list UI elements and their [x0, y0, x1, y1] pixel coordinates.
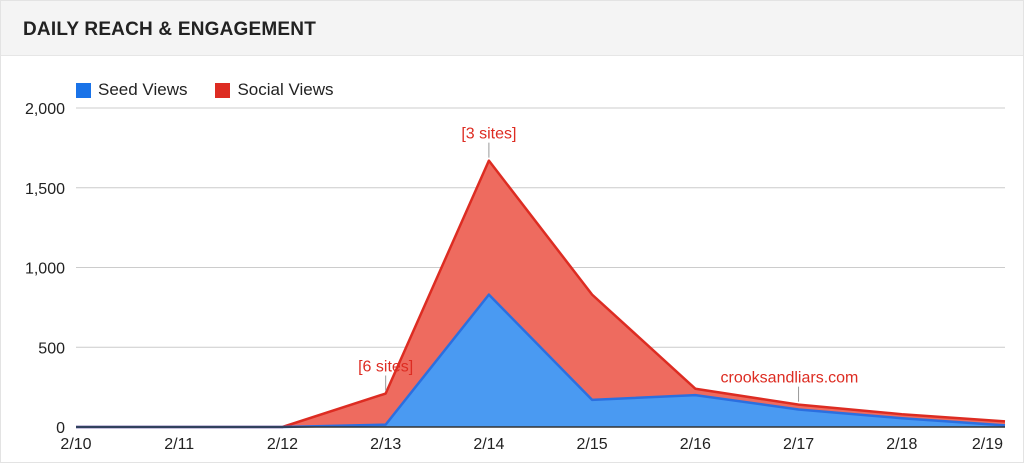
chart-title: DAILY REACH & ENGAGEMENT — [23, 19, 317, 40]
chart-legend: Seed Views Social Views — [76, 80, 362, 100]
annotation-label-0: [6 sites] — [358, 359, 413, 376]
x-tick-label-1: 2/11 — [164, 436, 194, 453]
legend-label-seed: Seed Views — [98, 80, 188, 99]
x-tick-label-3: 2/13 — [370, 436, 401, 453]
x-tick-label-6: 2/16 — [680, 436, 711, 453]
x-tick-label-9: 2/19 — [972, 436, 1003, 453]
area-seed-views — [76, 294, 1005, 427]
y-tick-label-3: 1,500 — [25, 181, 65, 198]
x-tick-label-5: 2/15 — [577, 436, 608, 453]
legend-swatch-social — [215, 82, 231, 98]
x-tick-label-8: 2/18 — [886, 436, 917, 453]
x-tick-label-2: 2/12 — [267, 436, 298, 453]
y-tick-label-1: 500 — [38, 340, 65, 357]
y-tick-label-2: 1,000 — [25, 261, 65, 278]
legend-swatch-seed — [76, 82, 91, 98]
legend-label-social: Social Views — [237, 80, 334, 99]
x-tick-label-7: 2/17 — [783, 436, 814, 453]
card-header: DAILY REACH & ENGAGEMENT — [1, 1, 1023, 56]
annotation-label-2: crooksandliars.com — [721, 370, 859, 387]
legend-item-social-views[interactable]: Social Views — [215, 80, 334, 100]
y-tick-label-0: 0 — [56, 420, 65, 437]
y-tick-label-4: 2,000 — [25, 101, 65, 118]
area-social-views — [76, 160, 1005, 427]
x-tick-label-4: 2/14 — [473, 436, 504, 453]
legend-item-seed-views[interactable]: Seed Views — [76, 80, 187, 100]
annotation-label-1: [3 sites] — [461, 126, 516, 143]
x-tick-label-0: 2/10 — [60, 436, 91, 453]
